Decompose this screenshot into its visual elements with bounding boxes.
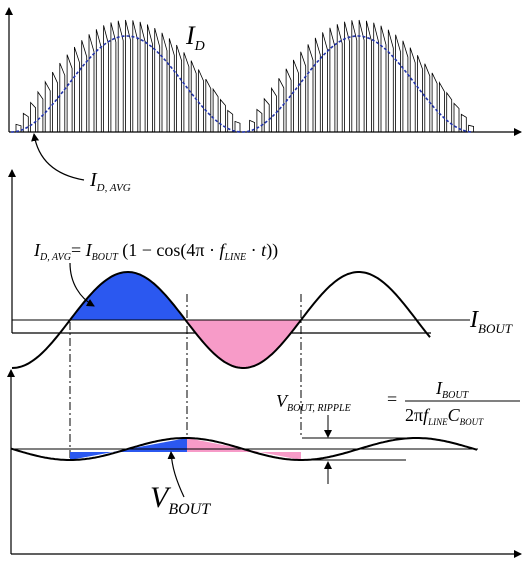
- vbout-ripple-waveform: [10, 437, 478, 461]
- positive-area-fill: [70, 272, 187, 322]
- ripple-numerator: IBOUT: [435, 378, 470, 401]
- ripple-denominator: 2πfLINECBOUT: [405, 405, 484, 427]
- negative-area-fill: [187, 320, 301, 368]
- middle-panel: IBOUT ID, AVG= IBOUT (1 − cos(4π · fLINE…: [8, 169, 513, 369]
- label-i-davg: ID, AVG: [89, 169, 131, 194]
- vbout-pointer: [167, 451, 185, 498]
- diode-current-pulses: [15, 19, 474, 132]
- ripple-lhs: VBOUT, RIPPLE: [276, 391, 351, 414]
- ripple-equals: =: [387, 389, 397, 409]
- label-i-d: ID: [185, 21, 205, 54]
- i-davg-pointer: [31, 133, 85, 181]
- equation-i-davg: ID, AVG= IBOUT (1 − cos(4π · fLINE · t)): [33, 240, 278, 263]
- alignment-guides: [69, 294, 302, 460]
- top-panel: ID ID, AVG: [5, 7, 522, 194]
- average-current-waveform: [11, 270, 431, 369]
- equation-pointer: [69, 262, 95, 307]
- ripple-equation: VBOUT, RIPPLE = IBOUT 2πfLINECBOUT: [276, 378, 520, 427]
- bottom-panel: VBOUT VBOUT, RIPPLE = IBOUT 2πfLINECBOUT: [7, 369, 522, 558]
- current-pulse: [15, 19, 474, 132]
- label-ibout: IBOUT: [469, 307, 513, 336]
- average-current-curve: [10, 35, 474, 133]
- label-vbout: VBOUT: [150, 481, 211, 518]
